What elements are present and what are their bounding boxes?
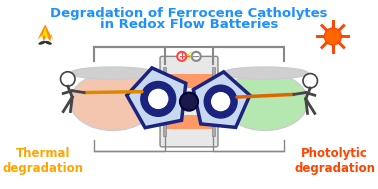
FancyBboxPatch shape xyxy=(166,115,212,129)
FancyBboxPatch shape xyxy=(166,74,212,88)
Polygon shape xyxy=(127,68,186,128)
Circle shape xyxy=(149,89,168,108)
FancyBboxPatch shape xyxy=(163,67,166,136)
Circle shape xyxy=(204,85,237,118)
Polygon shape xyxy=(37,24,53,41)
FancyBboxPatch shape xyxy=(160,56,218,147)
Text: Degradation of Ferrocene Catholytes: Degradation of Ferrocene Catholytes xyxy=(50,7,328,20)
Ellipse shape xyxy=(222,73,308,130)
Polygon shape xyxy=(41,27,49,40)
Text: Photolytic
degradation: Photolytic degradation xyxy=(294,147,375,175)
FancyBboxPatch shape xyxy=(212,67,215,136)
FancyBboxPatch shape xyxy=(166,88,212,95)
Text: in Redox Flow Batteries: in Redox Flow Batteries xyxy=(100,18,278,31)
Ellipse shape xyxy=(70,73,156,130)
FancyBboxPatch shape xyxy=(166,108,212,115)
Ellipse shape xyxy=(39,41,46,45)
Ellipse shape xyxy=(45,41,52,45)
Circle shape xyxy=(141,81,176,116)
Text: −: − xyxy=(192,51,200,61)
Circle shape xyxy=(60,72,75,86)
Circle shape xyxy=(180,93,198,111)
FancyBboxPatch shape xyxy=(166,95,212,108)
Circle shape xyxy=(192,52,201,61)
Text: Thermal
degradation: Thermal degradation xyxy=(3,147,84,175)
Polygon shape xyxy=(193,72,250,127)
Text: ⚡: ⚡ xyxy=(184,50,194,63)
Text: +: + xyxy=(178,52,185,61)
Ellipse shape xyxy=(70,67,156,79)
Circle shape xyxy=(212,93,229,111)
Circle shape xyxy=(303,74,318,88)
Ellipse shape xyxy=(222,67,308,79)
Circle shape xyxy=(177,52,186,61)
Circle shape xyxy=(324,28,341,45)
